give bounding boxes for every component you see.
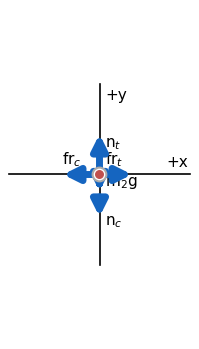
Text: +x: +x: [166, 155, 188, 170]
Text: +y: +y: [105, 88, 127, 103]
Circle shape: [96, 171, 103, 178]
Text: fr$_t$: fr$_t$: [105, 150, 123, 169]
Text: m$_2$g: m$_2$g: [105, 175, 138, 191]
Text: n$_c$: n$_c$: [105, 215, 123, 230]
Text: fr$_c$: fr$_c$: [62, 150, 82, 169]
Circle shape: [93, 168, 106, 181]
Text: n$_t$: n$_t$: [105, 136, 121, 152]
